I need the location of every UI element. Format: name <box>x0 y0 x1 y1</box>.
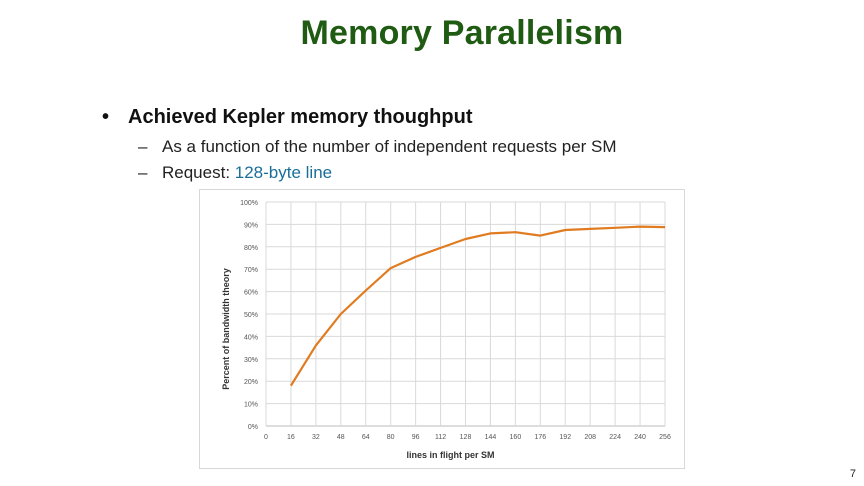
sub-bullet-function: – As a function of the number of independ… <box>138 137 617 157</box>
y-tick-label: 10% <box>244 402 258 409</box>
sub-bullet-marker: – <box>138 163 148 182</box>
series-line <box>289 225 666 387</box>
x-tick-label: 0 <box>264 434 268 441</box>
grid <box>265 201 666 427</box>
x-tick-label: 208 <box>584 434 596 441</box>
bullet-kepler-throughput: • Achieved Kepler memory thoughput <box>102 106 473 129</box>
y-tick-label: 0% <box>248 424 258 431</box>
x-tick-label: 80 <box>387 434 395 441</box>
x-tick-label: 128 <box>460 434 472 441</box>
chart-svg: 0% 10% 20% 30% 40% 50% 60% 70% 80% 90% 100% 0 16 32 4… <box>221 200 671 460</box>
slide-title: Memory Parallelism <box>300 14 624 52</box>
sub-bullet-prefix: Request: <box>162 163 235 182</box>
x-tick-label: 160 <box>510 434 522 441</box>
x-tick-label: 48 <box>337 434 345 441</box>
sub-bullet-accent: 128-byte line <box>234 163 333 182</box>
x-tick-label: 240 <box>634 434 646 441</box>
x-tick-label: 176 <box>534 434 546 441</box>
bullet-marker: • <box>102 106 110 128</box>
y-tick-label: 50% <box>244 312 258 319</box>
y-tick-label: 20% <box>244 379 258 386</box>
sub-bullet-request: – Request: 128-byte line <box>138 163 332 183</box>
sub-bullet-marker: – <box>138 137 148 156</box>
x-tick-label: 64 <box>362 434 370 441</box>
x-tick-label: 32 <box>312 434 320 441</box>
x-tick-label: 112 <box>435 434 446 441</box>
y-tick-label: 30% <box>244 357 258 364</box>
y-tick-label: 90% <box>244 222 258 229</box>
x-tick-label: 224 <box>609 434 621 441</box>
y-axis-label: Percent of bandwidth theory <box>221 268 231 390</box>
x-axis-ticks: 0 16 32 48 64 80 96 112 128 144 160 176 192 208 224 240… <box>264 434 671 441</box>
x-tick-label: 144 <box>485 434 497 441</box>
y-tick-label: 40% <box>244 334 258 341</box>
sub-bullet-text: As a function of the number of independe… <box>162 137 617 156</box>
page-number: 7 <box>849 468 856 480</box>
bandwidth-chart: 0% 10% 20% 30% 40% 50% 60% 70% 80% 90% 100% 0 16 32 4… <box>199 189 685 469</box>
y-tick-label: 60% <box>244 290 258 297</box>
y-tick-label: 100% <box>240 200 258 207</box>
x-tick-label: 256 <box>659 434 671 441</box>
y-axis-ticks: 0% 10% 20% 30% 40% 50% 60% 70% 80% 90% 100% <box>240 200 258 431</box>
y-tick-label: 80% <box>244 245 258 252</box>
y-tick-label: 70% <box>244 267 258 274</box>
x-axis-label: lines in flight per SM <box>406 450 494 460</box>
x-tick-label: 192 <box>559 434 571 441</box>
x-tick-label: 96 <box>412 434 420 441</box>
bullet-text: Achieved Kepler memory thoughput <box>128 106 473 128</box>
x-tick-label: 16 <box>287 434 295 441</box>
